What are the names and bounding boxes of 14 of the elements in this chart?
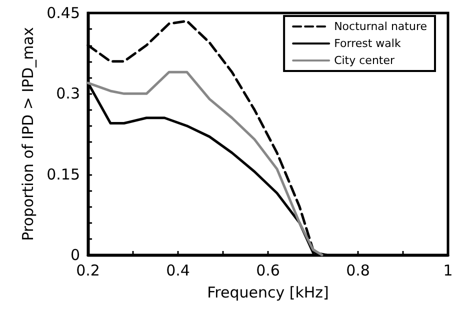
x-axis-title: Frequency [kHz]: [207, 284, 329, 302]
legend-label: Nocturnal nature: [334, 20, 428, 33]
y-tick-label: 0: [70, 246, 80, 264]
legend-label: Forrest walk: [334, 37, 402, 50]
y-tick-label: 0.3: [56, 84, 80, 103]
x-tick-label: 1: [443, 262, 453, 280]
x-tick-label: 0.4: [166, 262, 190, 280]
x-tick-label: 0.2: [76, 262, 100, 280]
y-tick-label: 0.45: [46, 4, 80, 22]
y-tick-label: 0.15: [46, 165, 80, 184]
x-tick-label: 0.6: [256, 262, 280, 280]
y-axis-title: Proportion of IPD > IPD_max: [19, 27, 38, 241]
legend-label: City center: [334, 54, 395, 67]
x-tick-label: 0.8: [346, 262, 370, 280]
